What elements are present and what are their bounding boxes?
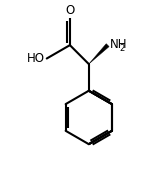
Text: 2: 2 [120,44,125,53]
Text: O: O [65,3,75,17]
Polygon shape [89,44,109,64]
Text: HO: HO [27,52,45,65]
Text: NH: NH [110,38,128,51]
